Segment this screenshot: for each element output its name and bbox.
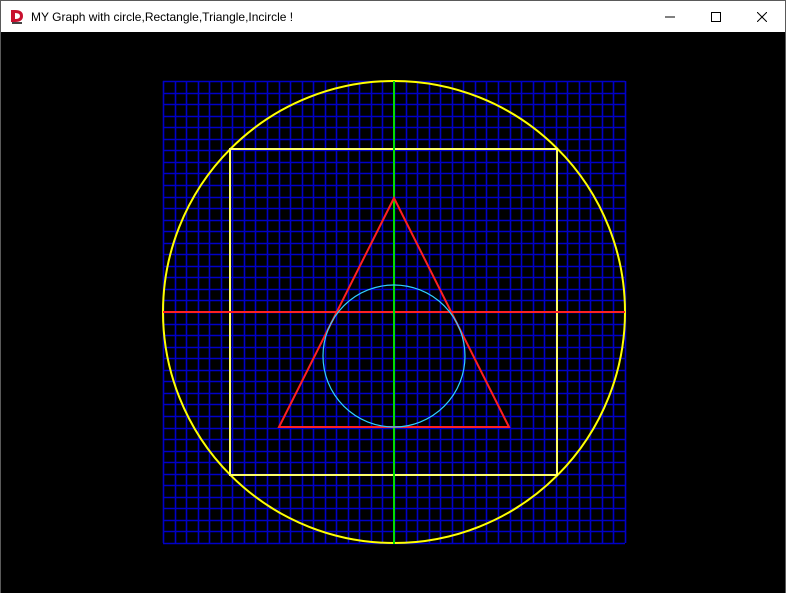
maximize-icon — [711, 11, 721, 22]
minimize-icon — [665, 16, 675, 17]
title-bar[interactable]: MY Graph with circle,Rectangle,Triangle,… — [1, 1, 785, 32]
graph-canvas — [162, 80, 627, 545]
window-controls — [647, 1, 785, 32]
close-button[interactable] — [739, 1, 785, 32]
close-icon — [757, 11, 767, 22]
minimize-button[interactable] — [647, 1, 693, 32]
window-title: MY Graph with circle,Rectangle,Triangle,… — [31, 9, 294, 24]
maximize-button[interactable] — [693, 1, 739, 32]
incircle — [322, 284, 466, 428]
graphics-app-icon — [9, 9, 25, 25]
graph-canvas-area — [1, 32, 785, 593]
